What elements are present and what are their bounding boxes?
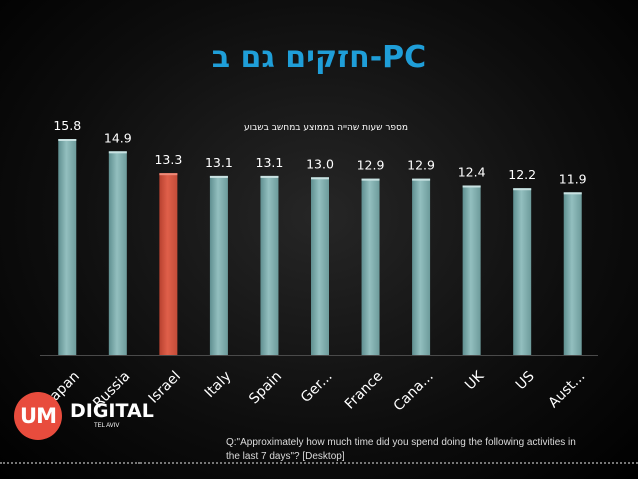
bar-cap-10 <box>563 192 582 195</box>
bar-cap-3 <box>209 175 228 178</box>
data-label: 14.9 <box>104 130 132 145</box>
bar-cap-1 <box>108 151 127 154</box>
footnote-line-2: the last 7 days"? [Desktop] <box>226 451 345 462</box>
bar-cap-0 <box>58 139 77 141</box>
bar-russia <box>108 151 127 355</box>
bar-italy <box>209 175 228 355</box>
bar-uk <box>462 185 481 355</box>
bar-cap-9 <box>513 188 532 191</box>
bar-israel <box>159 173 178 355</box>
data-label: 13.0 <box>306 156 334 171</box>
um-digital-logo: UM DIGITAL TEL AVIV <box>14 392 164 440</box>
footer-divider-left <box>0 462 140 464</box>
tick-label: Ger... <box>298 368 336 406</box>
bar-spain <box>260 175 279 355</box>
tick-label: France <box>342 368 386 412</box>
bar-ger <box>311 177 329 355</box>
bar-france <box>361 178 380 355</box>
data-label: 12.2 <box>508 167 536 182</box>
data-label: 12.4 <box>458 164 486 179</box>
tick-label: Spain <box>246 368 285 407</box>
data-label: 15.8 <box>53 118 81 133</box>
bar-cap-8 <box>462 185 481 188</box>
bar-aust <box>563 192 582 355</box>
footer-divider-right <box>140 462 638 464</box>
data-label: 12.9 <box>357 158 385 173</box>
bar-cap-5 <box>311 177 329 180</box>
slide-title: חזקים גם ב-PC <box>211 40 427 75</box>
bar-cap-6 <box>361 178 380 181</box>
tick-label: Cana... <box>391 368 437 414</box>
bar-us <box>513 188 532 355</box>
tick-label: US <box>513 368 538 393</box>
data-label: 13.1 <box>256 155 284 170</box>
footnote-line-1: Q:"Approximately how much time did you s… <box>226 437 576 448</box>
data-label: 12.9 <box>407 158 435 173</box>
bar-cana <box>412 178 431 355</box>
tick-label: UK <box>462 368 488 394</box>
bar-japan <box>58 139 77 355</box>
survey-question-footnote: Q:"Approximately how much time did you s… <box>226 436 626 464</box>
bar-cap-4 <box>260 175 279 178</box>
logo-wordmark: DIGITAL <box>70 400 154 422</box>
bar-cap-2 <box>159 173 178 176</box>
bar-cap-7 <box>412 178 431 181</box>
chart-title: מספר שעות שהייה בממוצע במחשב בשבוע <box>244 123 408 133</box>
data-label: 13.3 <box>154 152 182 167</box>
data-label: 11.9 <box>559 171 587 186</box>
logo-subtitle: TEL AVIV <box>94 423 120 429</box>
tick-label: Aust... <box>545 368 588 411</box>
data-label: 13.1 <box>205 155 233 170</box>
um-logo-mark: UM <box>14 392 62 440</box>
tick-label: Italy <box>202 368 235 401</box>
